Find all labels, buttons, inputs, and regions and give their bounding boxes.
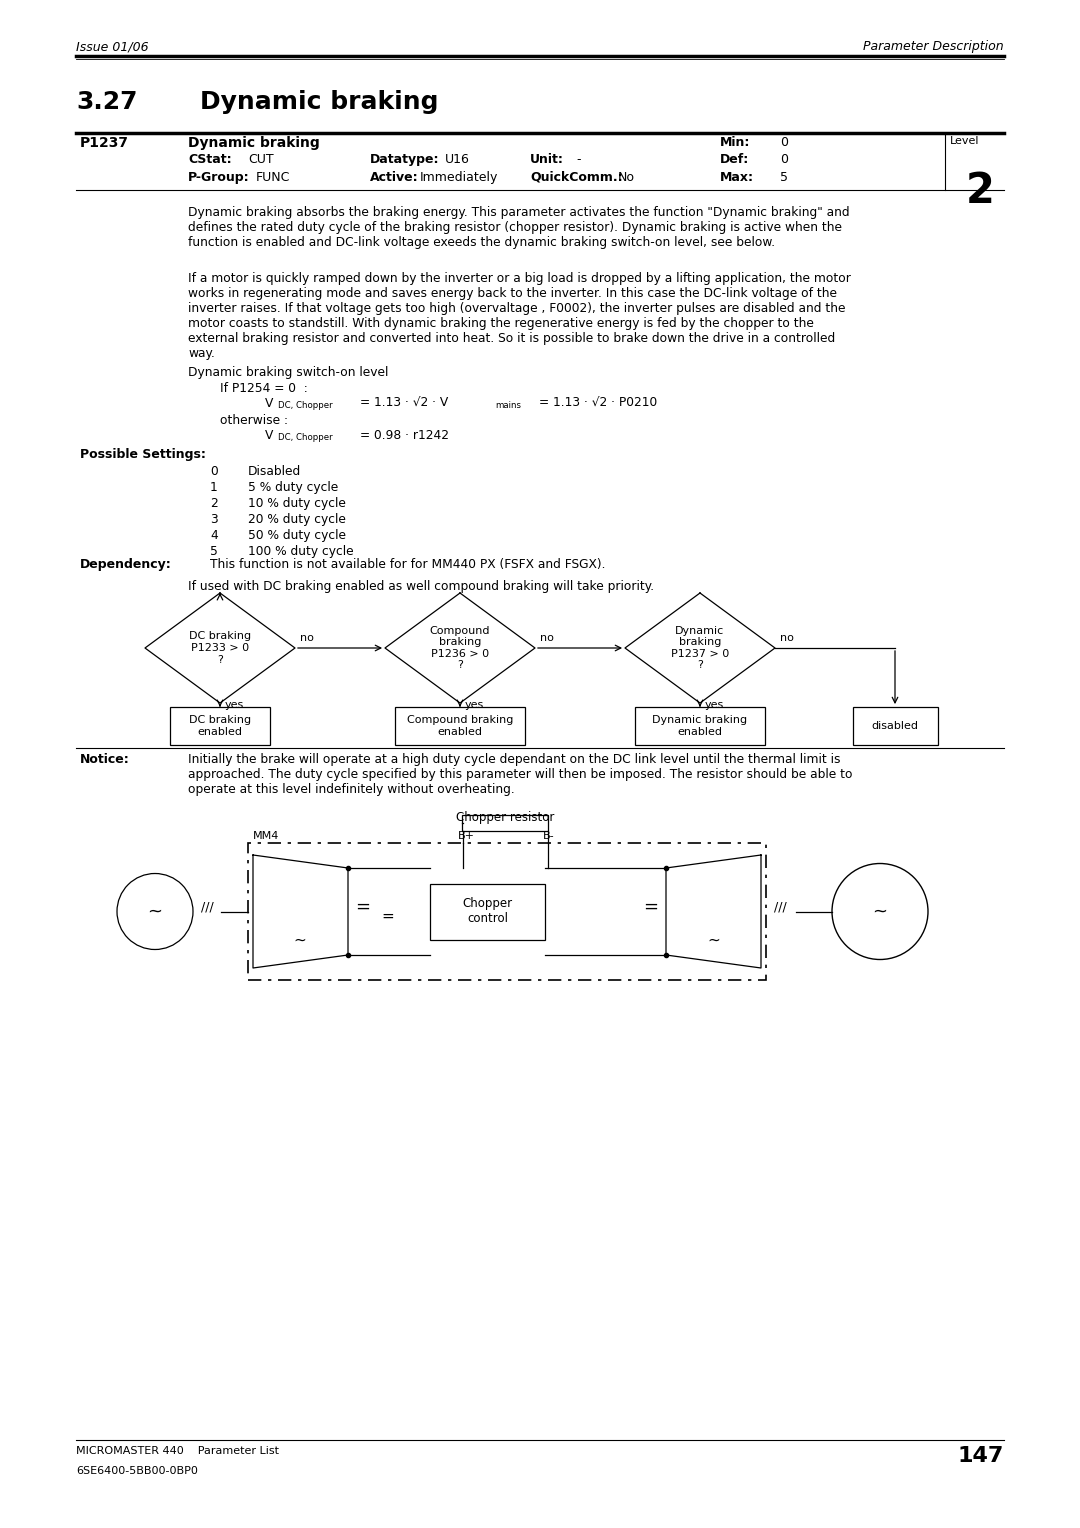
Text: MM4: MM4 [253, 831, 280, 840]
Text: disabled: disabled [872, 721, 918, 730]
Text: V: V [265, 429, 273, 442]
Text: =: = [644, 897, 659, 915]
Text: Dynamic braking absorbs the braking energy. This parameter activates the functio: Dynamic braking absorbs the braking ener… [188, 206, 850, 249]
Text: no: no [540, 633, 554, 643]
Text: 5: 5 [780, 171, 788, 183]
Text: 4: 4 [210, 529, 218, 542]
Text: = 1.13 · √2 · V: = 1.13 · √2 · V [360, 397, 448, 410]
Text: ~: ~ [294, 932, 307, 947]
Text: Datatype:: Datatype: [370, 153, 440, 167]
FancyBboxPatch shape [635, 707, 765, 746]
Text: 0: 0 [780, 136, 788, 150]
Text: yes: yes [225, 700, 244, 711]
Text: 6SE6400-5BB00-0BP0: 6SE6400-5BB00-0BP0 [76, 1465, 198, 1476]
Text: 5: 5 [210, 545, 218, 558]
Text: Compound
braking
P1236 > 0
?: Compound braking P1236 > 0 ? [430, 625, 490, 671]
Text: 3: 3 [210, 513, 218, 526]
Text: If a motor is quickly ramped down by the inverter or a big load is dropped by a : If a motor is quickly ramped down by the… [188, 272, 851, 361]
FancyBboxPatch shape [852, 707, 937, 746]
Text: Active:: Active: [370, 171, 419, 183]
Text: DC braking
enabled: DC braking enabled [189, 715, 251, 736]
Text: Def:: Def: [720, 153, 750, 167]
Text: U16: U16 [445, 153, 470, 167]
Text: If P1254 = 0  :: If P1254 = 0 : [220, 382, 308, 396]
Text: Max:: Max: [720, 171, 754, 183]
Text: Dynamic braking
enabled: Dynamic braking enabled [652, 715, 747, 736]
Text: Level: Level [950, 136, 980, 147]
Text: ~: ~ [148, 903, 162, 920]
Text: B-: B- [543, 831, 555, 840]
Text: 5 % duty cycle: 5 % duty cycle [248, 481, 338, 494]
Text: ~: ~ [873, 903, 888, 920]
Text: 147: 147 [958, 1445, 1004, 1465]
Text: mains: mains [495, 400, 521, 410]
Text: yes: yes [465, 700, 484, 711]
Text: ///: /// [774, 902, 786, 914]
Text: Dependency:: Dependency: [80, 558, 172, 571]
Text: no: no [780, 633, 794, 643]
Text: CStat:: CStat: [188, 153, 231, 167]
FancyBboxPatch shape [430, 883, 545, 940]
Text: =: = [381, 909, 394, 924]
Text: Chopper
control: Chopper control [462, 897, 513, 926]
Text: = 1.13 · √2 · P0210: = 1.13 · √2 · P0210 [539, 397, 658, 410]
Text: 10 % duty cycle: 10 % duty cycle [248, 497, 346, 510]
Text: 50 % duty cycle: 50 % duty cycle [248, 529, 346, 542]
Text: Parameter Description: Parameter Description [863, 40, 1004, 53]
Text: CUT: CUT [248, 153, 273, 167]
Text: Unit:: Unit: [530, 153, 564, 167]
Text: B+: B+ [458, 831, 475, 840]
Text: no: no [300, 633, 314, 643]
FancyBboxPatch shape [462, 814, 548, 831]
Text: Notice:: Notice: [80, 753, 130, 766]
Text: This function is not available for for MM440 PX (FSFX and FSGX).: This function is not available for for M… [210, 558, 606, 571]
FancyBboxPatch shape [395, 707, 525, 746]
Text: P-Group:: P-Group: [188, 171, 249, 183]
Text: MICROMASTER 440    Parameter List: MICROMASTER 440 Parameter List [76, 1445, 279, 1456]
Text: 1: 1 [210, 481, 218, 494]
Text: P1237: P1237 [80, 136, 129, 150]
Text: Disabled: Disabled [248, 465, 301, 478]
Text: ~: ~ [707, 932, 720, 947]
Text: ///: /// [201, 902, 214, 914]
Text: No: No [618, 171, 635, 183]
Text: Min:: Min: [720, 136, 751, 150]
Text: If used with DC braking enabled as well compound braking will take priority.: If used with DC braking enabled as well … [188, 581, 654, 593]
Text: Dynamic braking: Dynamic braking [200, 90, 438, 115]
Text: yes: yes [705, 700, 725, 711]
FancyBboxPatch shape [170, 707, 270, 746]
Text: 100 % duty cycle: 100 % duty cycle [248, 545, 353, 558]
Text: 20 % duty cycle: 20 % duty cycle [248, 513, 346, 526]
Text: =: = [355, 897, 370, 915]
Text: V: V [265, 397, 273, 410]
Text: otherwise :: otherwise : [220, 414, 288, 426]
Text: 2: 2 [966, 170, 995, 212]
Text: -: - [576, 153, 581, 167]
Text: 3.27: 3.27 [76, 90, 137, 115]
Text: DC, Chopper: DC, Chopper [278, 432, 333, 442]
Text: Possible Settings:: Possible Settings: [80, 448, 206, 461]
Text: Immediately: Immediately [420, 171, 498, 183]
Text: Dynamic
braking
P1237 > 0
?: Dynamic braking P1237 > 0 ? [671, 625, 729, 671]
Text: 0: 0 [780, 153, 788, 167]
Text: Chopper resistor: Chopper resistor [456, 811, 554, 824]
Text: Issue 01/06: Issue 01/06 [76, 40, 149, 53]
Text: Dynamic braking: Dynamic braking [188, 136, 320, 150]
Text: Compound braking
enabled: Compound braking enabled [407, 715, 513, 736]
Text: DC, Chopper: DC, Chopper [278, 400, 333, 410]
Text: = 0.98 · r1242: = 0.98 · r1242 [360, 429, 449, 442]
Text: FUNC: FUNC [256, 171, 291, 183]
Text: DC braking
P1233 > 0
?: DC braking P1233 > 0 ? [189, 631, 251, 665]
Text: 2: 2 [210, 497, 218, 510]
FancyBboxPatch shape [248, 843, 766, 979]
Text: Initially the brake will operate at a high duty cycle dependant on the DC link l: Initially the brake will operate at a hi… [188, 753, 852, 796]
Text: 0: 0 [210, 465, 218, 478]
Text: QuickComm.:: QuickComm.: [530, 171, 623, 183]
Text: Dynamic braking switch-on level: Dynamic braking switch-on level [188, 367, 389, 379]
